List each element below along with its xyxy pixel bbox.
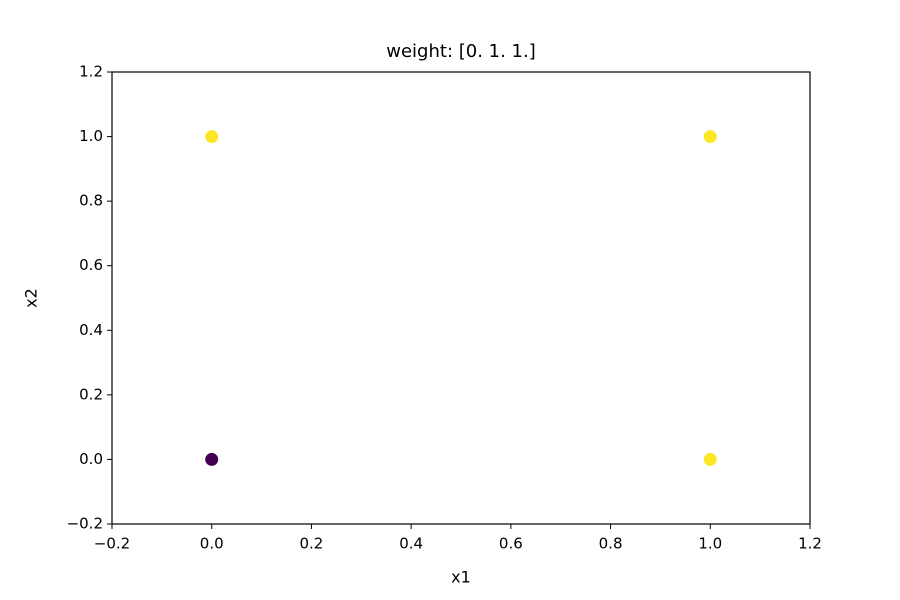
point <box>205 452 219 466</box>
point <box>205 130 219 144</box>
x-tick-label: 1.0 <box>698 535 722 553</box>
y-tick-label: 0.4 <box>79 321 103 339</box>
y-tick-label: 0.8 <box>79 192 103 210</box>
x-tick-label: 0.0 <box>200 535 224 553</box>
x-tick-label: 0.8 <box>599 535 623 553</box>
y-tick-label: 0.2 <box>79 385 103 403</box>
y-tick-label: 1.0 <box>79 127 103 145</box>
x-tick-label: 0.6 <box>499 535 523 553</box>
y-tick-label: 1.2 <box>79 63 103 81</box>
x-tick-label: 0.4 <box>399 535 423 553</box>
x-tick-label: 1.2 <box>798 535 822 553</box>
x-tick-label: −0.2 <box>94 535 130 553</box>
x-tick-label: 0.2 <box>299 535 323 553</box>
axes-frame <box>111 71 811 525</box>
point <box>703 452 717 466</box>
y-tick-label: 0.6 <box>79 256 103 274</box>
y-axis-label: x2 <box>22 288 41 308</box>
chart-title: weight: [0. 1. 1.] <box>386 41 535 62</box>
y-tick-label: 0.0 <box>79 450 103 468</box>
y-tick-label: −0.2 <box>67 515 103 533</box>
x-axis-label: x1 <box>451 568 471 587</box>
point <box>703 130 717 144</box>
